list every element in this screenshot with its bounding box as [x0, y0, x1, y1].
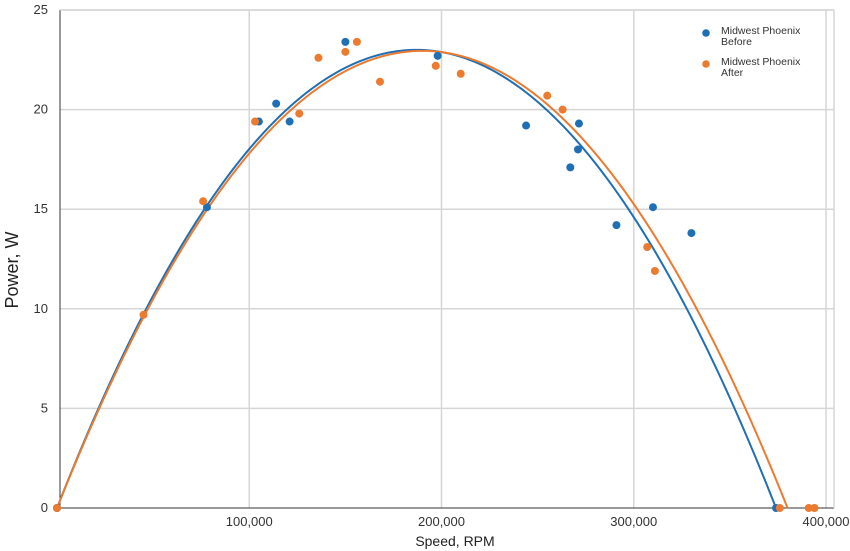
data-point	[272, 99, 281, 108]
data-point	[650, 266, 659, 275]
data-point	[295, 109, 304, 118]
data-point	[202, 203, 211, 212]
y-axis-label: Power, W	[2, 231, 22, 308]
fit-curve	[56, 49, 789, 509]
legend-label: Before	[721, 36, 752, 48]
plot-area	[60, 10, 834, 508]
y-tick-label: 20	[34, 102, 48, 117]
legend-label: Midwest Phoenix	[721, 56, 801, 68]
x-tick-labels: 100,000 200,000 300,000 400,000	[226, 514, 850, 529]
data-point	[612, 221, 621, 230]
x-tick-label: 100,000	[226, 514, 273, 529]
data-point	[314, 53, 323, 62]
y-tick-label: 25	[34, 2, 48, 17]
data-point	[456, 69, 465, 78]
data-point	[433, 51, 442, 60]
legend-marker	[702, 60, 710, 68]
data-point	[341, 47, 350, 56]
data-point	[643, 243, 652, 252]
x-axis-label: Speed, RPM	[415, 533, 494, 549]
data-point	[810, 504, 819, 512]
y-tick-label: 15	[34, 201, 48, 216]
data-point	[804, 504, 813, 512]
data-point	[53, 504, 61, 512]
data-point	[341, 37, 350, 46]
data-point	[648, 203, 657, 212]
data-point	[566, 163, 575, 172]
fit-curves	[56, 48, 789, 509]
data-point	[251, 117, 260, 126]
y-tick-label: 5	[41, 400, 48, 415]
data-point	[199, 197, 208, 206]
x-tick-label: 200,000	[418, 514, 465, 529]
data-point	[522, 121, 531, 130]
data-point	[352, 37, 361, 46]
y-tick-label: 10	[34, 301, 48, 316]
data-point	[574, 119, 583, 128]
data-point	[543, 91, 552, 100]
axes	[59, 9, 835, 509]
data-point	[285, 117, 294, 126]
y-tick-labels: 0 5 10 15 20 25	[34, 2, 48, 515]
data-point	[687, 229, 696, 238]
data-point	[431, 61, 440, 70]
y-tick-label: 0	[41, 500, 48, 515]
legend-label: Midwest Phoenix	[721, 25, 801, 37]
x-tick-label: 400,000	[803, 514, 850, 529]
legend-label: After	[721, 67, 744, 79]
legend-marker	[702, 29, 710, 37]
data-point	[775, 504, 784, 512]
data-points	[53, 37, 819, 512]
x-tick-label: 300,000	[610, 514, 657, 529]
fit-curve	[56, 48, 777, 509]
data-point	[573, 145, 582, 154]
data-point	[139, 310, 148, 319]
data-point	[375, 77, 384, 86]
data-point	[558, 105, 567, 114]
